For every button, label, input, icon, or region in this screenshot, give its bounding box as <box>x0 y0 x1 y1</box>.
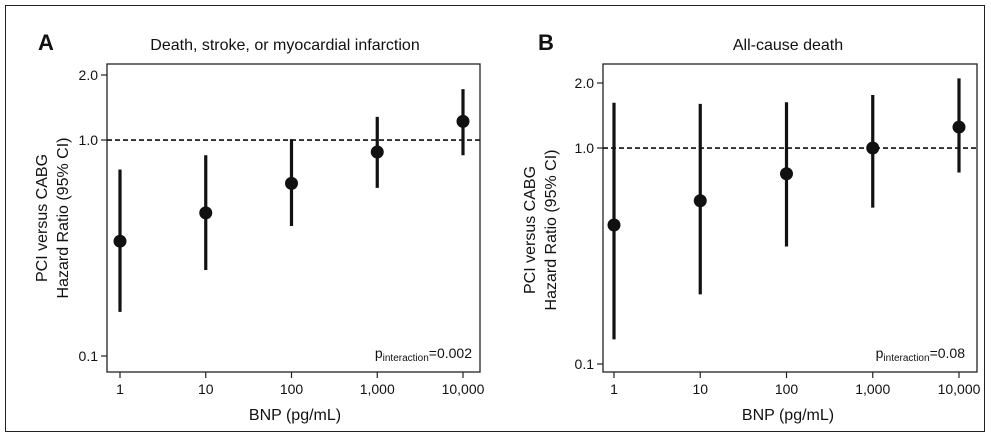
panel-label-a: A <box>38 30 54 55</box>
panel-a-hr-point <box>285 176 298 190</box>
panel-b-ylabel-line1: PCI versus CABG <box>522 166 539 294</box>
panel-b-xtick-label: 1,000 <box>855 381 890 397</box>
panel-b-hr-point <box>780 167 793 181</box>
panel-b-hr-point <box>693 194 707 208</box>
panel-b-hr-point <box>607 218 621 232</box>
panel-b-ytick-label: 2.0 <box>575 75 595 91</box>
panel-b-hr-point <box>952 120 966 134</box>
panel-b-p-interaction: pinteraction=0.08 <box>876 345 966 364</box>
panel-a-marks: 0.1 1.0 2.0 1 10 100 1,000 10,000 <box>79 67 485 397</box>
panel-a-ytick-label: 0.1 <box>79 348 99 364</box>
panel-a-hr-point <box>199 206 213 220</box>
panel-a-xtick-label: 10 <box>198 381 214 397</box>
panel-a-ylabel-line2: Hazard Ratio (95% CI) <box>55 138 72 299</box>
panel-a-xlabel: BNP (pg/mL) <box>249 407 341 424</box>
panel-a-xtick-label: 100 <box>280 381 304 397</box>
panel-a-hr-point <box>456 114 470 128</box>
panel-a-hr-point <box>370 145 384 159</box>
panel-a: A Death, stroke, or myocardial infarctio… <box>34 30 485 424</box>
figure-frame <box>5 5 985 432</box>
panel-b: B All-cause death PCI versus CABG Hazard… <box>522 30 981 424</box>
panel-b-title: All-cause death <box>733 37 843 54</box>
panel-b-plot-area <box>602 63 978 373</box>
panel-b-marks: 0.1 1.0 2.0 1 10 100 1,000 10,000 <box>575 75 981 397</box>
panel-a-p-interaction: pinteraction=0.002 <box>375 345 472 364</box>
panel-b-ylabel-line2: Hazard Ratio (95% CI) <box>543 150 560 311</box>
panel-b-xtick-label: 1 <box>610 381 618 397</box>
panel-a-ytick-label: 1.0 <box>79 132 99 148</box>
panel-a-ytick-label: 2.0 <box>79 67 99 83</box>
panel-a-xtick-label: 10,000 <box>442 381 485 397</box>
panel-b-xtick-label: 10,000 <box>938 381 981 397</box>
panel-b-ytick-label: 1.0 <box>575 140 595 156</box>
panel-b-xtick-label: 100 <box>775 381 799 397</box>
panel-label-b: B <box>538 30 554 55</box>
panel-a-xtick-label: 1,000 <box>360 381 395 397</box>
panel-a-hr-point <box>113 234 127 248</box>
panel-b-xlabel: BNP (pg/mL) <box>742 407 834 424</box>
panel-b-xtick-label: 10 <box>692 381 708 397</box>
panel-a-title: Death, stroke, or myocardial infarction <box>150 37 419 54</box>
panel-a-xtick-label: 1 <box>116 381 124 397</box>
panel-b-ytick-label: 0.1 <box>575 356 595 372</box>
panel-b-hr-point <box>866 141 880 155</box>
panel-a-ylabel-line1: PCI versus CABG <box>34 154 51 282</box>
panel-a-plot-area <box>106 63 481 373</box>
